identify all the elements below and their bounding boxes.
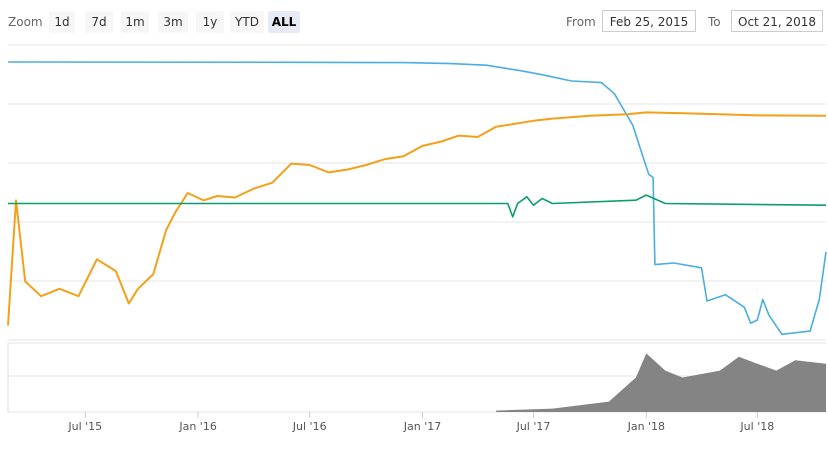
- from-label: From: [566, 15, 596, 29]
- grid-lines: [7, 44, 826, 413]
- zoom-1m-button[interactable]: 1m: [121, 11, 149, 33]
- to-label: To: [708, 15, 721, 29]
- zoom-7d-button[interactable]: 7d: [85, 11, 113, 33]
- x-tick-label: Jul '16: [292, 420, 327, 433]
- series-lines: [7, 61, 827, 336]
- volume-area: [496, 353, 826, 412]
- x-tick-label: Jan '16: [178, 420, 216, 433]
- zoom-label: Zoom: [8, 15, 43, 29]
- range-selector-toolbar: Zoom 1d 7d 1m 3m 1y YTD ALL From Feb 25,…: [0, 0, 828, 44]
- x-tick-label: Jul '18: [739, 420, 774, 433]
- to-date-input[interactable]: Oct 21, 2018: [731, 10, 823, 32]
- volume-pane: [496, 353, 826, 412]
- zoom-3m-button[interactable]: 3m: [158, 11, 188, 33]
- x-tick-label: Jan '17: [403, 420, 441, 433]
- zoom-1y-button[interactable]: 1y: [196, 11, 224, 33]
- zoom-all-button[interactable]: ALL: [268, 11, 300, 33]
- from-date-input[interactable]: Feb 25, 2015: [602, 10, 696, 32]
- x-tick-label: Jan '18: [627, 420, 665, 433]
- x-axis: Jul '15 Jan '16 Jul '16 Jan '17 Jul '17 Jan '…: [67, 412, 774, 433]
- zoom-1d-button[interactable]: 1d: [49, 11, 75, 33]
- zoom-ytd-button[interactable]: YTD: [230, 11, 264, 33]
- x-tick-label: Jul '17: [516, 420, 551, 433]
- series-line-1: [7, 111, 827, 326]
- x-tick-label: Jul '15: [67, 420, 102, 433]
- series-line-0: [7, 61, 827, 336]
- series-line-2: [7, 194, 827, 218]
